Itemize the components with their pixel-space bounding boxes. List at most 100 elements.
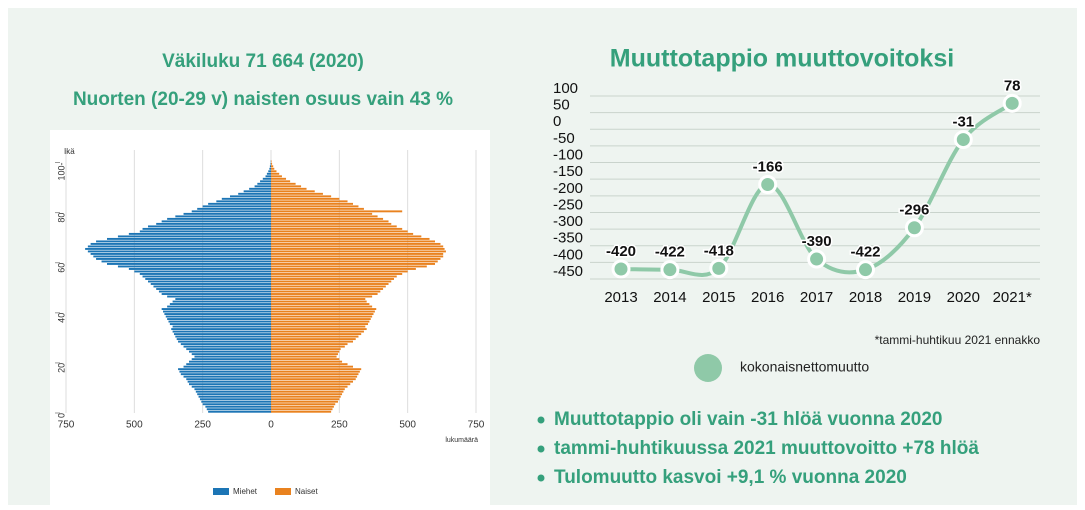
- bar: [271, 343, 348, 346]
- y-tick-label: -50: [553, 130, 575, 147]
- bar: [271, 210, 403, 213]
- bar: [243, 190, 271, 193]
- marker: [856, 260, 875, 280]
- bar: [271, 175, 282, 178]
- bar: [178, 340, 271, 343]
- bar: [191, 385, 271, 388]
- bar: [271, 170, 277, 173]
- bar: [271, 363, 348, 366]
- bar: [271, 220, 389, 223]
- legend-label: Naiset: [295, 487, 318, 496]
- bar: [271, 288, 384, 290]
- bar: [169, 323, 271, 326]
- bar: [271, 187, 307, 190]
- x-tick-label: 750: [468, 420, 485, 431]
- bar: [271, 403, 336, 406]
- legend-swatch: [213, 488, 229, 495]
- legend-label: kokonaisnettomuutto: [740, 359, 869, 375]
- bar: [271, 370, 360, 373]
- marker: [1002, 93, 1022, 113]
- bar: [187, 380, 271, 383]
- bar: [163, 310, 271, 313]
- x-tick-label: 0: [268, 420, 274, 431]
- bar: [271, 180, 291, 183]
- bar: [271, 240, 435, 243]
- bar: [271, 285, 386, 288]
- bar: [271, 192, 323, 195]
- bar: [175, 335, 271, 338]
- y-tick-label: -250: [553, 196, 583, 213]
- data-label: -422: [850, 244, 880, 261]
- bar: [87, 245, 271, 248]
- marker: [904, 218, 924, 238]
- bar: [189, 360, 271, 363]
- bar: [271, 328, 367, 331]
- bar: [221, 197, 271, 200]
- bar: [173, 333, 271, 336]
- bar: [271, 298, 366, 300]
- marker: [807, 249, 827, 269]
- bar: [194, 388, 271, 391]
- bar: [271, 215, 378, 218]
- bar: [260, 180, 271, 183]
- bar: [271, 380, 353, 383]
- bar: [169, 303, 271, 305]
- bar: [271, 162, 273, 165]
- bar: [93, 255, 271, 258]
- bullet: [537, 474, 545, 482]
- bar: [142, 275, 271, 278]
- bar: [199, 398, 271, 401]
- bar: [271, 280, 392, 283]
- bar: [271, 315, 373, 318]
- bar: [271, 330, 364, 333]
- marker: [758, 175, 778, 195]
- bar: [87, 250, 271, 253]
- legend-marker: [694, 354, 722, 382]
- y-axis-label: Ikä: [64, 147, 75, 156]
- bar: [271, 318, 371, 321]
- bar: [271, 205, 359, 208]
- bar: [186, 378, 271, 381]
- bar: [271, 305, 373, 308]
- x-tick-label: 500: [126, 420, 143, 431]
- legend-label: Miehet: [233, 487, 258, 496]
- x-tick-label: 2021*: [993, 289, 1032, 306]
- x-tick-label: 2017: [800, 289, 833, 306]
- bar: [167, 305, 271, 308]
- bar: [161, 308, 271, 310]
- x-tick-label: 2020: [947, 289, 980, 306]
- bar: [271, 365, 353, 368]
- bar: [216, 200, 271, 203]
- y-tick-label: -150: [553, 163, 583, 180]
- bar: [271, 385, 348, 388]
- y-tick-label: -400: [553, 246, 583, 263]
- bar: [271, 345, 345, 348]
- bar: [271, 247, 445, 250]
- bar: [270, 162, 271, 165]
- bar: [254, 185, 271, 188]
- bar: [156, 288, 271, 290]
- bar: [271, 358, 340, 361]
- marker: [953, 130, 973, 150]
- bar: [271, 400, 338, 403]
- bar: [271, 375, 358, 378]
- bar: [167, 318, 271, 321]
- bar: [271, 232, 414, 235]
- bar: [269, 165, 271, 168]
- y-tick-label: 0: [56, 413, 66, 418]
- bar: [90, 252, 271, 255]
- bar: [271, 190, 315, 193]
- bar: [271, 212, 373, 215]
- y-tick-label: -100: [553, 147, 583, 164]
- bar: [271, 395, 341, 398]
- y-tick-label: 50: [553, 97, 570, 114]
- x-tick-label: 250: [331, 420, 348, 431]
- bar: [178, 368, 271, 371]
- bar: [197, 207, 271, 210]
- bar: [145, 278, 271, 280]
- bar: [271, 230, 408, 233]
- x-tick-label: 2016: [751, 289, 784, 306]
- bar: [186, 348, 271, 351]
- bar: [175, 215, 271, 218]
